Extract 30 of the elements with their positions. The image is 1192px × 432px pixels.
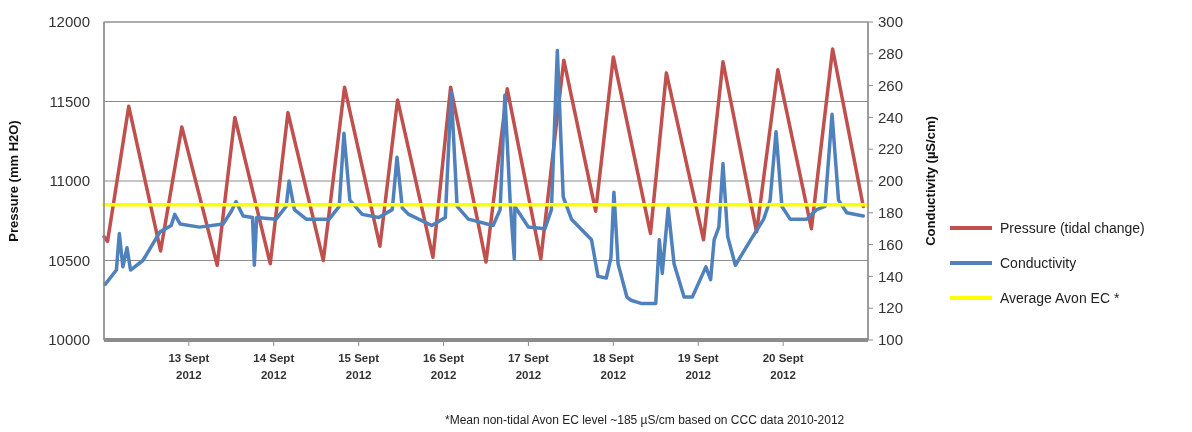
y2-tick-label: 240: [878, 108, 904, 126]
legend-label: Pressure (tidal change): [1000, 219, 1145, 236]
y2-tick-label: 180: [878, 204, 904, 222]
x-tick-label: 15 Sept 2012: [338, 352, 380, 381]
x-tick-label: 17 Sept 2012: [507, 352, 550, 381]
y2-axis-title: Conductivity (µS/cm): [923, 116, 938, 246]
y-axis-title: Pressure (mm H2O): [6, 120, 21, 242]
x-tick-label: 19 Sept 2012: [677, 352, 719, 381]
x-tick-label: 20 Sept 2012: [762, 352, 804, 381]
x-tick-label: 18 Sept 2012: [592, 352, 634, 381]
legend-label: Average Avon EC *: [1000, 289, 1120, 306]
y-tick-label: 12000: [48, 13, 90, 31]
x-tick-label: 16 Sept 2012: [423, 352, 465, 381]
y2-tick-label: 220: [878, 140, 904, 158]
text: *Mean non-tidal Avon EC level ~185 µS/cm based on CCC data 2010-2012: [445, 413, 845, 427]
y-tick-label: 11000: [49, 172, 90, 190]
legend-label: Conductivity: [1000, 254, 1077, 271]
x-tick-label: 13 Sept 2012: [168, 352, 210, 381]
y2-tick-label: 160: [878, 235, 904, 253]
y2-tick-label: 140: [878, 267, 904, 285]
y2-tick-label: 300: [878, 13, 904, 31]
y-tick-label: 11500: [49, 92, 90, 110]
y-tick-label: 10000: [48, 331, 90, 349]
y-tick-label: 10500: [48, 251, 90, 269]
y2-tick-label: 280: [878, 45, 904, 63]
x-tick-label: 14 Sept 2012: [253, 352, 295, 381]
y2-tick-label: 260: [878, 76, 904, 94]
y2-tick-label: 120: [878, 299, 904, 317]
y2-tick-label: 100: [878, 331, 904, 349]
y2-tick-label: 200: [878, 172, 904, 190]
